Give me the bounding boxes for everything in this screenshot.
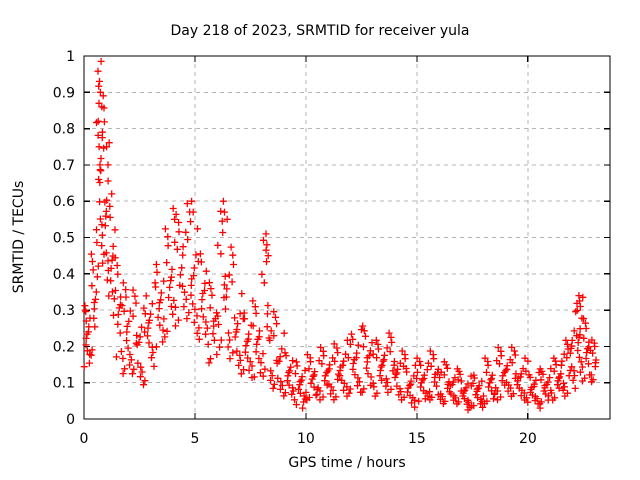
x-tick-label: 0 bbox=[80, 431, 89, 447]
y-tick-label: 1 bbox=[66, 49, 75, 65]
x-tick-label: 20 bbox=[519, 431, 537, 447]
plot-border bbox=[83, 55, 611, 420]
y-tick-label: 0.4 bbox=[53, 267, 75, 283]
x-tick-label: 10 bbox=[297, 431, 315, 447]
tick-labels: 0 5 10 15 20 0 0.1 0.2 0.3 0.4 0.5 0.6 0.7 0.8 0.9 1 bbox=[53, 49, 537, 447]
y-tick-label: 0.5 bbox=[53, 231, 75, 247]
chart-title: Day 218 of 2023, SRMTID for receiver yul… bbox=[170, 23, 470, 39]
y-tick-label: 0.6 bbox=[53, 194, 75, 210]
y-tick-label: 0.1 bbox=[53, 376, 75, 392]
y-tick-label: 0.9 bbox=[53, 85, 75, 101]
y-tick-label: 0.8 bbox=[53, 122, 75, 138]
grid-lines bbox=[84, 56, 610, 419]
scatter-points bbox=[80, 57, 600, 414]
y-tick-label: 0.2 bbox=[53, 339, 75, 355]
y-tick-label: 0.7 bbox=[53, 158, 75, 174]
y-tick-label: 0 bbox=[66, 412, 75, 428]
axis-ticks bbox=[83, 55, 610, 420]
x-tick-label: 5 bbox=[191, 431, 200, 447]
x-tick-label: 15 bbox=[408, 431, 426, 447]
y-tick-label: 0.3 bbox=[53, 303, 75, 319]
x-axis-label: GPS time / hours bbox=[288, 455, 406, 471]
